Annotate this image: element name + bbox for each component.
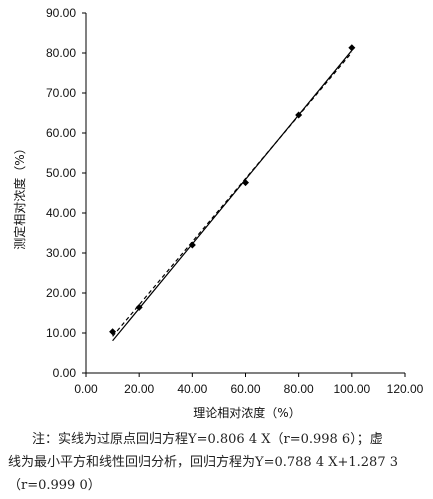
data-point (188, 241, 196, 249)
y-tick-label: 90.00 (46, 6, 76, 20)
y-axis-ticks: 0.00 10.00 20.00 30.00 40.00 50.00 60.00 70.00 8… (46, 6, 86, 380)
y-tick-label: 20.00 (46, 286, 76, 300)
x-tick-label: 120.00 (387, 382, 424, 396)
x-tick-label: 20.00 (124, 382, 154, 396)
y-tick-label: 10.00 (46, 326, 76, 340)
least-squares-line (112, 52, 353, 337)
x-tick-label: 60.00 (230, 382, 260, 396)
x-axis-title: 理论相对浓度（%） (193, 405, 300, 420)
x-tick-label: 100.00 (333, 382, 370, 396)
note-line-2: 线为最小平方和线性回归分析，回归方程为Y=0.788 4 X+1.287 3 (8, 455, 398, 470)
data-point (135, 303, 143, 311)
data-points (109, 44, 356, 336)
data-point (348, 44, 356, 52)
origin-regression-line (112, 50, 353, 342)
x-tick-label: 80.00 (284, 382, 314, 396)
note-line-1: 注：实线为过原点回归方程Y=0.806 4 X（r=0.998 6）；虚 (32, 432, 383, 447)
y-axis-title: 测定相对浓度（%） (12, 142, 27, 249)
note-line-3: （r=0.999 0） (8, 478, 101, 493)
y-tick-label: 50.00 (46, 166, 76, 180)
chart-note: 注：实线为过原点回归方程Y=0.806 4 X（r=0.998 6）；虚 线为最… (8, 428, 428, 497)
x-axis-ticks: 0.00 20.00 40.00 60.00 80.00 100.00 120.00 (74, 373, 424, 396)
data-point (242, 179, 249, 187)
data-point (109, 328, 117, 336)
axes (85, 13, 405, 374)
y-tick-label: 60.00 (46, 126, 76, 140)
data-point (295, 111, 303, 119)
y-tick-label: 0.00 (53, 366, 77, 380)
x-tick-label: 0.00 (74, 382, 98, 396)
y-tick-label: 30.00 (46, 246, 76, 260)
y-tick-label: 80.00 (46, 46, 76, 60)
y-tick-label: 70.00 (46, 86, 76, 100)
x-tick-label: 40.00 (177, 382, 207, 396)
y-tick-label: 40.00 (46, 206, 76, 220)
regression-lines (112, 50, 353, 342)
chart: 0.00 20.00 40.00 60.00 80.00 100.00 120.00 0.0… (12, 6, 424, 420)
